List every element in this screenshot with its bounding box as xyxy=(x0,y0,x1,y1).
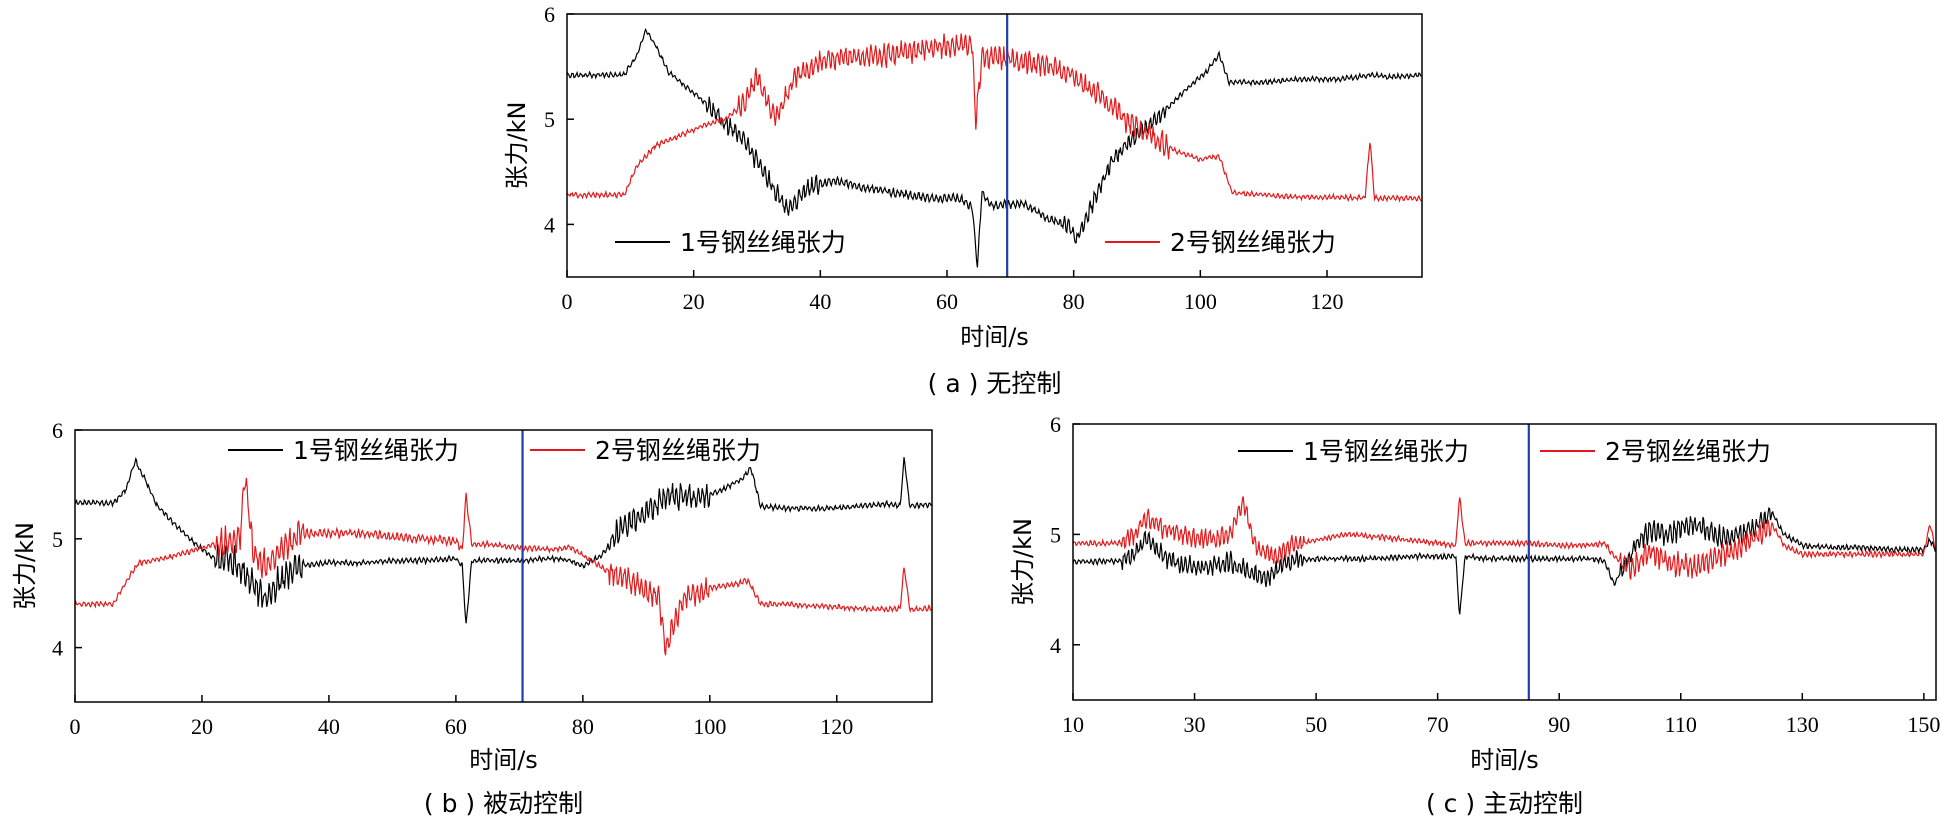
x-tick-label: 80 xyxy=(572,714,594,739)
chart-caption: ( a ) 无控制 xyxy=(928,369,1062,398)
plot-frame xyxy=(1072,423,1937,701)
x-tick-label: 100 xyxy=(1184,289,1217,314)
x-tick-label: 10 xyxy=(1062,712,1084,737)
x-tick-label: 30 xyxy=(1184,712,1206,737)
legend-label-1: 1号钢丝绳张力 xyxy=(293,436,459,465)
x-tick-label: 120 xyxy=(1311,289,1344,314)
y-tick-label: 5 xyxy=(1050,522,1061,547)
x-tick-label: 150 xyxy=(1907,712,1940,737)
legend-label-1: 1号钢丝绳张力 xyxy=(680,228,846,257)
x-tick-label: 40 xyxy=(318,714,340,739)
series-line-1 xyxy=(74,456,932,624)
y-tick-label: 6 xyxy=(52,418,63,443)
y-axis-label: 张力/kN xyxy=(503,102,531,190)
chart-active-control: 10 30 50 70 90 110 130 150 4 5 6 时间/s 张力/kN 1号钢丝绳张力 2号… xyxy=(1009,412,1940,818)
x-tick-label: 60 xyxy=(445,714,467,739)
x-tick-label: 20 xyxy=(191,714,213,739)
x-axis-label: 时间/s xyxy=(960,323,1029,351)
x-tick-label: 130 xyxy=(1786,712,1819,737)
x-tick-label: 0 xyxy=(562,289,573,314)
x-tick-label: 0 xyxy=(70,714,81,739)
series-line-2 xyxy=(74,477,932,656)
plot-frame xyxy=(566,13,1423,278)
x-axis-label: 时间/s xyxy=(1470,746,1539,774)
chart-no-control: 0 20 40 60 80 100 120 4 5 6 时间/s 张力/kN 1号钢丝绳张力 2号钢丝绳张… xyxy=(503,2,1423,398)
y-tick-label: 5 xyxy=(52,527,63,552)
chart-caption: ( b ) 被动控制 xyxy=(424,789,583,818)
chart-passive-control: 0 20 40 60 80 100 120 4 5 6 时间/s 张力/kN 1号钢丝绳张力 2号钢丝绳张… xyxy=(11,418,933,818)
x-tick-label: 20 xyxy=(683,289,705,314)
x-tick-label: 110 xyxy=(1665,712,1697,737)
y-tick-label: 6 xyxy=(544,2,555,27)
x-axis-label: 时间/s xyxy=(469,746,538,774)
x-tick-label: 40 xyxy=(809,289,831,314)
y-tick-label: 4 xyxy=(1050,633,1061,658)
y-tick-label: 5 xyxy=(544,107,555,132)
series-line-1 xyxy=(1072,506,1937,615)
y-tick-label: 6 xyxy=(1050,412,1061,437)
legend-label-2: 2号钢丝绳张力 xyxy=(1605,437,1771,466)
legend-label-2: 2号钢丝绳张力 xyxy=(1170,228,1336,257)
series-line-2 xyxy=(1072,496,1937,580)
y-tick-label: 4 xyxy=(544,212,555,237)
plot-frame xyxy=(74,429,933,703)
series-line-2 xyxy=(566,33,1422,203)
x-tick-label: 80 xyxy=(1063,289,1085,314)
legend-label-2: 2号钢丝绳张力 xyxy=(595,436,761,465)
y-axis-label: 张力/kN xyxy=(11,522,39,610)
x-tick-label: 120 xyxy=(820,714,853,739)
chart-caption: ( c ) 主动控制 xyxy=(1426,789,1583,818)
x-tick-label: 50 xyxy=(1305,712,1327,737)
y-tick-label: 4 xyxy=(52,636,63,661)
x-tick-label: 60 xyxy=(936,289,958,314)
legend-label-1: 1号钢丝绳张力 xyxy=(1303,437,1469,466)
series-line-1 xyxy=(566,27,1422,268)
x-tick-label: 70 xyxy=(1427,712,1449,737)
x-tick-label: 100 xyxy=(693,714,726,739)
x-tick-label: 90 xyxy=(1548,712,1570,737)
y-axis-label: 张力/kN xyxy=(1009,518,1037,606)
